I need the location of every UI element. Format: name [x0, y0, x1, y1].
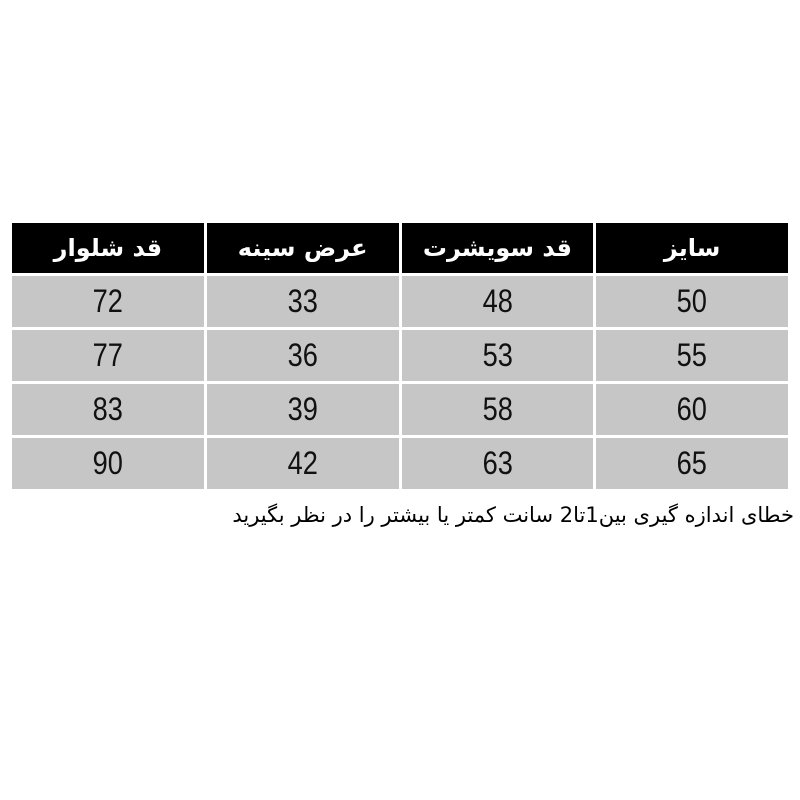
table-cell: 53: [401, 330, 594, 381]
table-cell: 36: [206, 330, 399, 381]
table-cell: 83: [12, 384, 204, 435]
table-cell: 33: [206, 276, 399, 327]
header-hoodie-length: قد سویشرت: [401, 223, 594, 273]
table-header-row: سایز قد سویشرت عرض سینه قد شلوار: [12, 223, 788, 273]
table-cell: 72: [12, 276, 204, 327]
table-row: 50 48 33 72: [12, 276, 788, 327]
header-pants-length: قد شلوار: [12, 223, 204, 273]
table-cell: 39: [206, 384, 399, 435]
table-cell: 60: [596, 384, 788, 435]
table-cell: 77: [12, 330, 204, 381]
table-row: 55 53 36 77: [12, 330, 788, 381]
table-cell: 50: [596, 276, 788, 327]
table-cell: 63: [401, 438, 594, 489]
table-cell: 42: [206, 438, 399, 489]
table-cell: 58: [401, 384, 594, 435]
table-cell: 48: [401, 276, 594, 327]
table-row: 65 63 42 90: [12, 438, 788, 489]
table-row: 60 58 39 83: [12, 384, 788, 435]
header-size: سایز: [596, 223, 788, 273]
table-cell: 65: [596, 438, 788, 489]
table-cell: 55: [596, 330, 788, 381]
size-chart-table: سایز قد سویشرت عرض سینه قد شلوار 50 48 3…: [9, 220, 791, 492]
measurement-error-note: خطای اندازه گیری بین1تا2 سانت کمتر یا بی…: [232, 503, 794, 527]
table-cell: 90: [12, 438, 204, 489]
header-chest-width: عرض سینه: [206, 223, 399, 273]
